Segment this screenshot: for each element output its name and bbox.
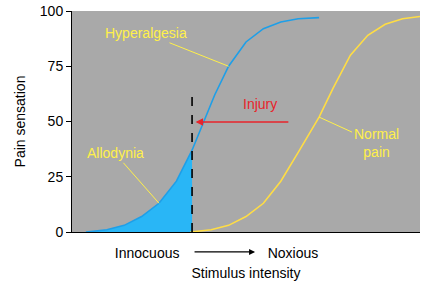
svg-text:Innocuous: Innocuous: [115, 245, 180, 261]
svg-text:Allodynia: Allodynia: [87, 145, 144, 161]
svg-text:0: 0: [55, 224, 63, 240]
svg-text:Hyperalgesia: Hyperalgesia: [105, 25, 187, 41]
svg-text:75: 75: [48, 58, 64, 74]
svg-text:Injury: Injury: [243, 96, 277, 112]
svg-text:100: 100: [40, 3, 64, 19]
svg-text:25: 25: [48, 169, 64, 185]
svg-text:Noxious: Noxious: [268, 245, 319, 261]
svg-text:Pain sensation: Pain sensation: [12, 76, 28, 168]
svg-text:50: 50: [48, 113, 64, 129]
svg-text:Stimulus intensity: Stimulus intensity: [192, 265, 301, 281]
svg-text:Normalpain: Normalpain: [354, 126, 399, 160]
